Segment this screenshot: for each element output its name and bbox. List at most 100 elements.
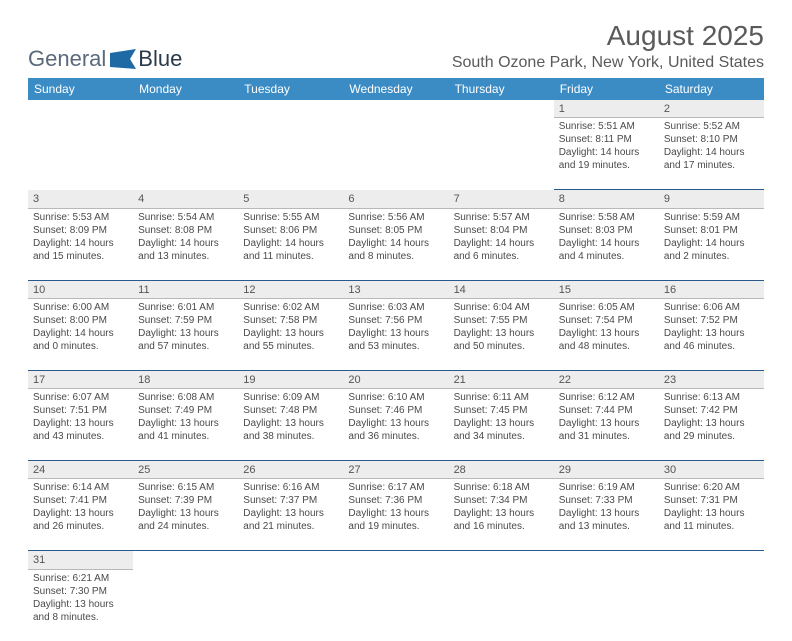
day-info-cell: Sunrise: 6:04 AMSunset: 7:55 PMDaylight:… [449,298,554,370]
day-number-cell: 21 [449,370,554,388]
day-sr: Sunrise: 6:16 AM [243,481,338,494]
day-number-cell: 16 [659,280,764,298]
day-number-cell: 5 [238,190,343,208]
day-ss: Sunset: 7:48 PM [243,404,338,417]
day-number-cell: 20 [343,370,448,388]
daynum-row: 24252627282930 [28,461,764,479]
day-number-cell: 11 [133,280,238,298]
day-sr: Sunrise: 5:55 AM [243,211,338,224]
day-sr: Sunrise: 6:14 AM [33,481,128,494]
day-info-row: Sunrise: 5:53 AMSunset: 8:09 PMDaylight:… [28,208,764,280]
day-info-cell [449,569,554,641]
day-d1: Daylight: 14 hours [559,146,654,159]
day-info-cell [449,118,554,190]
day-ss: Sunset: 7:45 PM [454,404,549,417]
day-info-cell: Sunrise: 6:11 AMSunset: 7:45 PMDaylight:… [449,389,554,461]
day-d2: and 36 minutes. [348,430,443,443]
day-number-cell [343,551,448,569]
day-d2: and 41 minutes. [138,430,233,443]
day-number-cell [238,551,343,569]
day-sr: Sunrise: 6:10 AM [348,391,443,404]
day-sr: Sunrise: 6:15 AM [138,481,233,494]
daynum-row: 12 [28,100,764,118]
day-info-cell: Sunrise: 6:18 AMSunset: 7:34 PMDaylight:… [449,479,554,551]
day-sr: Sunrise: 6:06 AM [664,301,759,314]
day-number-cell [449,551,554,569]
day-d2: and 6 minutes. [454,250,549,263]
day-d1: Daylight: 13 hours [243,507,338,520]
day-ss: Sunset: 7:44 PM [559,404,654,417]
day-d2: and 34 minutes. [454,430,549,443]
day-d1: Daylight: 13 hours [559,417,654,430]
logo-text-2: Blue [138,46,182,72]
day-d1: Daylight: 14 hours [664,146,759,159]
weekday-header: Monday [133,78,238,100]
day-info-cell: Sunrise: 5:53 AMSunset: 8:09 PMDaylight:… [28,208,133,280]
day-sr: Sunrise: 6:19 AM [559,481,654,494]
day-ss: Sunset: 8:01 PM [664,224,759,237]
day-sr: Sunrise: 5:53 AM [33,211,128,224]
daynum-row: 31 [28,551,764,569]
day-number-cell: 13 [343,280,448,298]
day-d1: Daylight: 13 hours [559,327,654,340]
day-d1: Daylight: 13 hours [243,327,338,340]
day-d1: Daylight: 14 hours [138,237,233,250]
day-d2: and 13 minutes. [138,250,233,263]
day-info-cell: Sunrise: 6:05 AMSunset: 7:54 PMDaylight:… [554,298,659,370]
day-info-cell: Sunrise: 6:20 AMSunset: 7:31 PMDaylight:… [659,479,764,551]
day-info-cell: Sunrise: 6:15 AMSunset: 7:39 PMDaylight:… [133,479,238,551]
day-ss: Sunset: 7:59 PM [138,314,233,327]
day-info-cell: Sunrise: 6:08 AMSunset: 7:49 PMDaylight:… [133,389,238,461]
header: General Blue August 2025 South Ozone Par… [28,20,764,72]
day-d2: and 24 minutes. [138,520,233,533]
day-ss: Sunset: 7:46 PM [348,404,443,417]
day-d2: and 31 minutes. [559,430,654,443]
day-d1: Daylight: 13 hours [454,417,549,430]
day-info-cell: Sunrise: 6:14 AMSunset: 7:41 PMDaylight:… [28,479,133,551]
day-sr: Sunrise: 6:09 AM [243,391,338,404]
day-info-cell [238,569,343,641]
day-sr: Sunrise: 5:57 AM [454,211,549,224]
day-number-cell: 23 [659,370,764,388]
day-d2: and 50 minutes. [454,340,549,353]
day-ss: Sunset: 8:06 PM [243,224,338,237]
day-d2: and 26 minutes. [33,520,128,533]
day-number-cell [343,100,448,118]
day-d2: and 11 minutes. [664,520,759,533]
day-d2: and 55 minutes. [243,340,338,353]
day-number-cell: 2 [659,100,764,118]
weekday-header: Tuesday [238,78,343,100]
day-number-cell: 6 [343,190,448,208]
day-d1: Daylight: 14 hours [559,237,654,250]
day-number-cell [133,551,238,569]
day-info-cell: Sunrise: 5:51 AMSunset: 8:11 PMDaylight:… [554,118,659,190]
day-info-cell [343,118,448,190]
day-info-cell: Sunrise: 5:54 AMSunset: 8:08 PMDaylight:… [133,208,238,280]
day-ss: Sunset: 7:42 PM [664,404,759,417]
day-number-cell: 10 [28,280,133,298]
day-ss: Sunset: 8:00 PM [33,314,128,327]
day-number-cell [554,551,659,569]
day-d1: Daylight: 13 hours [454,327,549,340]
weekday-header: Friday [554,78,659,100]
day-number-cell: 25 [133,461,238,479]
day-d1: Daylight: 14 hours [348,237,443,250]
day-d2: and 8 minutes. [348,250,443,263]
day-info-row: Sunrise: 6:07 AMSunset: 7:51 PMDaylight:… [28,389,764,461]
day-sr: Sunrise: 5:52 AM [664,120,759,133]
daynum-row: 17181920212223 [28,370,764,388]
day-info-cell: Sunrise: 5:57 AMSunset: 8:04 PMDaylight:… [449,208,554,280]
day-ss: Sunset: 8:11 PM [559,133,654,146]
day-number-cell: 18 [133,370,238,388]
day-ss: Sunset: 7:54 PM [559,314,654,327]
day-number-cell [28,100,133,118]
day-number-cell: 9 [659,190,764,208]
day-number-cell: 19 [238,370,343,388]
day-ss: Sunset: 7:33 PM [559,494,654,507]
day-d1: Daylight: 13 hours [348,327,443,340]
day-d2: and 21 minutes. [243,520,338,533]
day-sr: Sunrise: 6:11 AM [454,391,549,404]
day-info-cell: Sunrise: 6:12 AMSunset: 7:44 PMDaylight:… [554,389,659,461]
day-info-row: Sunrise: 6:14 AMSunset: 7:41 PMDaylight:… [28,479,764,551]
day-d2: and 17 minutes. [664,159,759,172]
